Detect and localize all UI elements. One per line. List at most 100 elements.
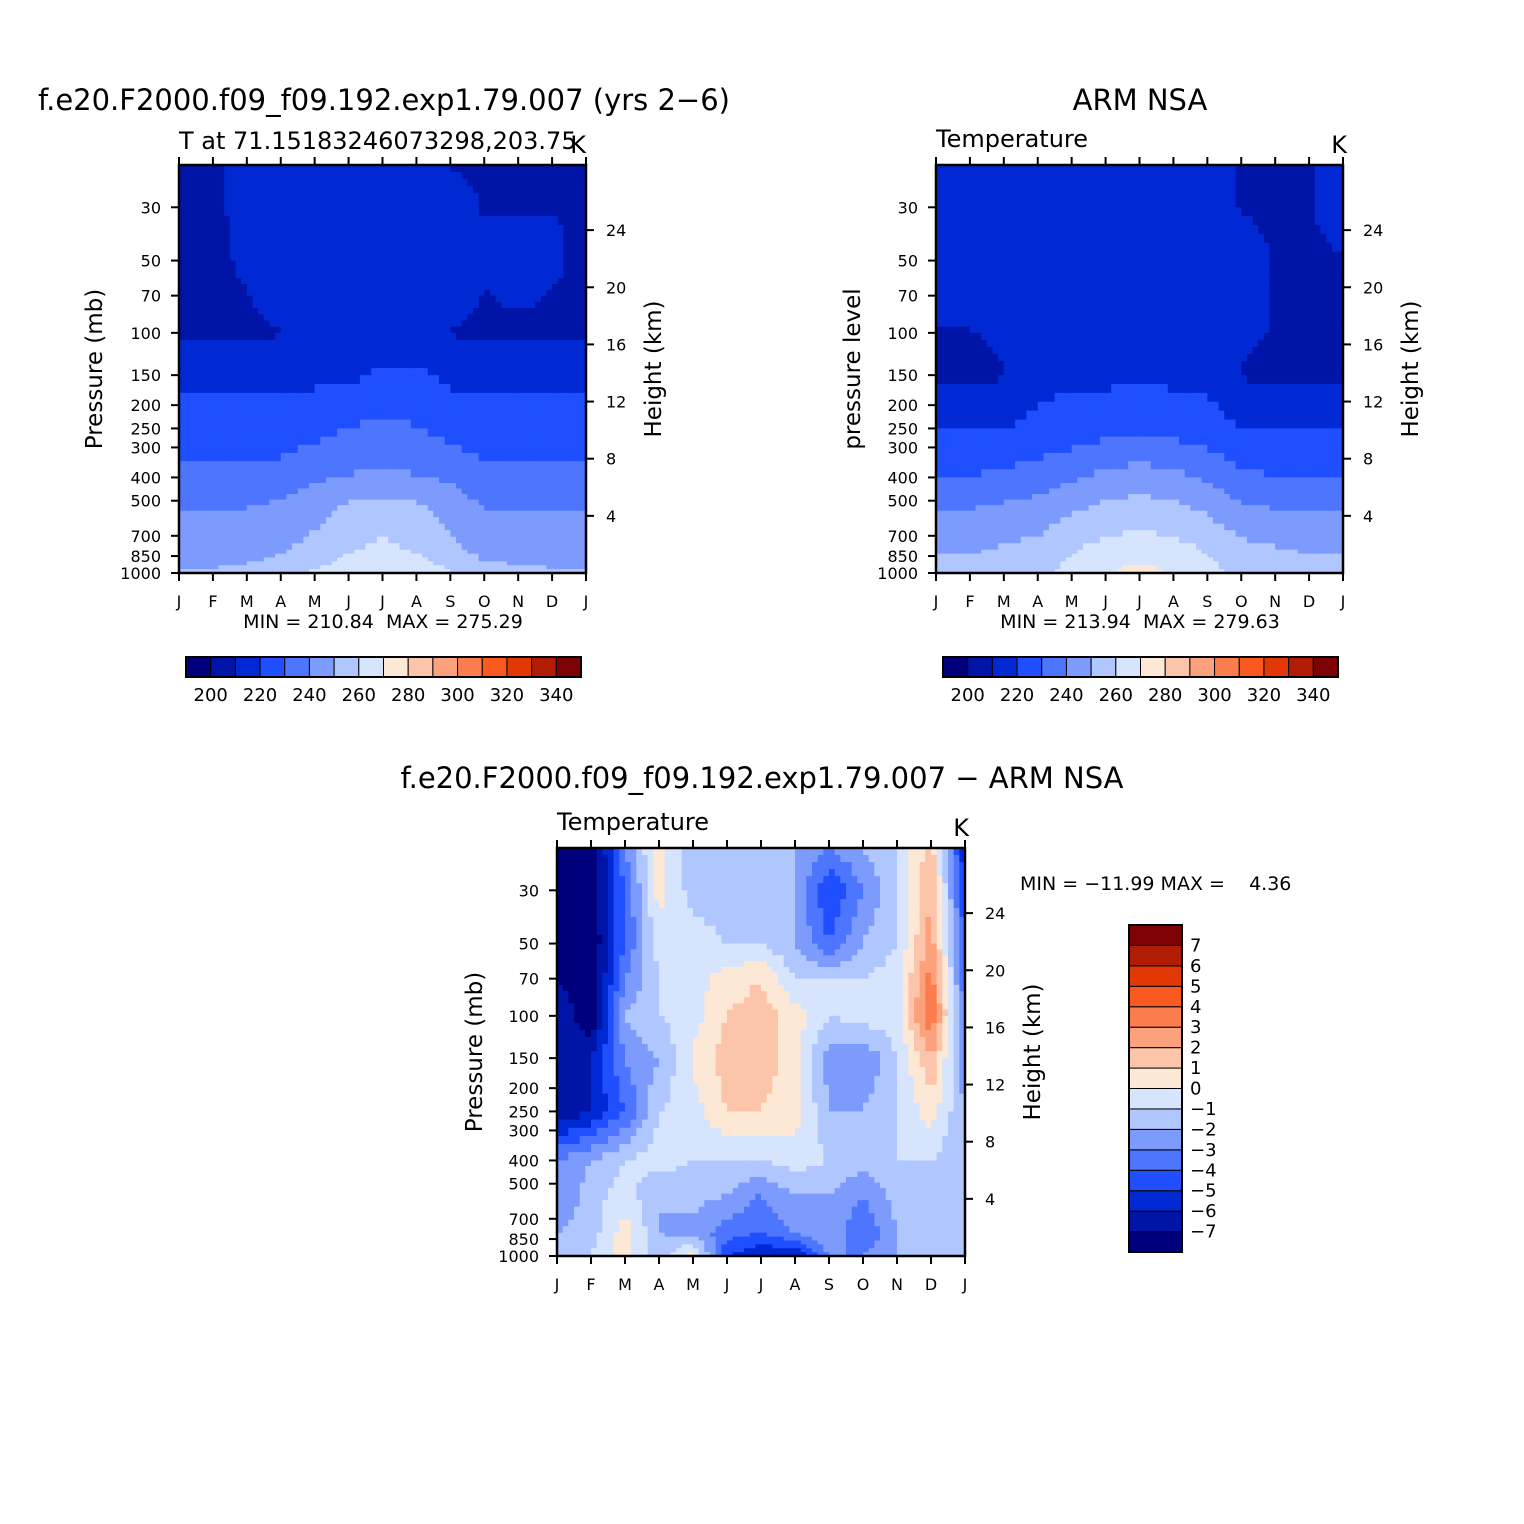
field-cell: [1009, 225, 1016, 235]
field-cell: [1077, 172, 1084, 180]
field-cell: [393, 200, 401, 208]
field-cell: [1337, 186, 1343, 194]
field-cell: [552, 461, 559, 470]
field-cell: [195, 553, 203, 559]
field-cell: [535, 242, 542, 253]
field-cell: [416, 553, 423, 559]
field-cell: [484, 320, 491, 328]
field-cell: [506, 477, 514, 484]
field-cell: [309, 233, 316, 244]
field-cell: [1167, 179, 1175, 187]
panel-obs-field: [936, 165, 1343, 573]
field-cell: [241, 392, 248, 403]
field-cell: [546, 419, 553, 430]
field-cell: [478, 346, 485, 355]
field-cell: [314, 410, 321, 421]
field-cell: [354, 260, 361, 268]
field-cell: [1003, 233, 1011, 244]
field-cell: [439, 469, 446, 479]
field-cell: [376, 553, 384, 559]
field-cell: [184, 193, 191, 201]
field-cell: [371, 216, 378, 226]
field-cell: [455, 536, 463, 544]
field-cell: [981, 165, 988, 173]
panel-obs-subtitle: Temperature: [935, 125, 1088, 153]
field-cell: [552, 505, 559, 512]
field-cell: [467, 428, 474, 438]
field-cell: [422, 543, 429, 551]
field-cell: [388, 375, 395, 385]
field-cell: [393, 320, 401, 328]
field-cell: [331, 326, 338, 334]
x-tick-label: J: [176, 592, 182, 611]
field-cell: [184, 326, 191, 334]
field-cell: [337, 339, 344, 348]
field-cell: [563, 225, 570, 235]
field-cell: [1145, 172, 1152, 180]
field-cell: [263, 505, 271, 512]
field-cell: [348, 346, 355, 355]
field-cell: [422, 494, 429, 501]
field-cell: [224, 384, 231, 394]
field-cell: [314, 375, 321, 385]
field-cell: [992, 207, 999, 217]
field-cell: [484, 517, 491, 525]
field-cell: [195, 517, 203, 525]
field-cell: [399, 482, 406, 490]
field-cell: [529, 553, 536, 559]
field-cell: [574, 272, 581, 279]
field-cell: [190, 251, 197, 262]
field-cell: [303, 354, 310, 362]
field-cell: [235, 172, 242, 180]
field-cell: [207, 494, 214, 501]
field-cell: [936, 179, 943, 187]
field-cell: [501, 251, 508, 262]
field-cell: [552, 553, 559, 559]
field-cell: [399, 216, 406, 226]
field-cell: [495, 488, 502, 495]
field-cell: [280, 308, 287, 315]
field-cell: [941, 207, 948, 217]
field-cell: [992, 242, 999, 253]
field-cell: [427, 392, 434, 403]
field-cell: [546, 361, 553, 369]
field-cell: [371, 461, 378, 470]
field-cell: [376, 165, 384, 173]
field-cell: [1054, 172, 1061, 180]
field-cell: [427, 561, 434, 566]
field-cell: [252, 428, 259, 438]
field-cell: [184, 477, 191, 484]
field-cell: [552, 557, 559, 562]
field-cell: [320, 444, 327, 454]
field-cell: [376, 272, 384, 279]
field-cell: [969, 216, 977, 226]
field-cell: [246, 536, 254, 544]
field-cell: [309, 225, 316, 235]
field-cell: [540, 346, 548, 355]
field-cell: [450, 200, 457, 208]
field-cell: [540, 469, 548, 479]
field-cell: [393, 233, 401, 244]
field-cell: [450, 295, 457, 303]
field-cell: [388, 569, 395, 573]
field-cell: [382, 461, 389, 470]
field-cell: [399, 179, 406, 187]
field-cell: [348, 565, 355, 570]
field-cell: [399, 314, 406, 322]
field-cell: [348, 260, 355, 268]
field-cell: [546, 523, 553, 531]
field-cell: [212, 332, 220, 341]
field-cell: [969, 179, 977, 187]
field-cell: [975, 233, 982, 244]
field-cell: [207, 186, 214, 194]
field-cell: [224, 295, 231, 303]
field-cell: [337, 375, 344, 385]
field-cell: [427, 242, 434, 253]
field-cell: [399, 392, 406, 403]
field-cell: [552, 260, 559, 268]
field-cell: [280, 186, 287, 194]
field-cell: [207, 216, 214, 226]
field-cell: [433, 565, 440, 570]
field-cell: [427, 314, 434, 322]
field-cell: [410, 251, 418, 262]
